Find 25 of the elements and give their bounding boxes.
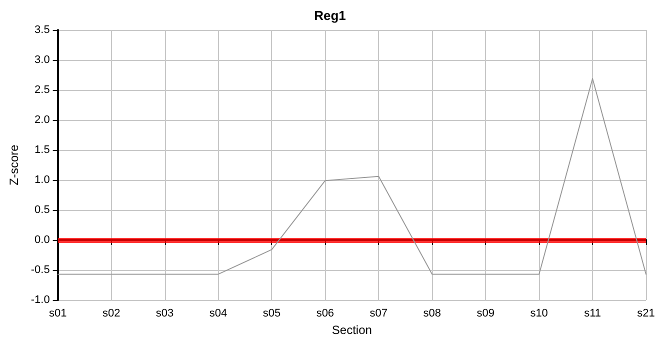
y-tick-label: 0.0: [34, 234, 50, 246]
y-tick-label: 0.5: [34, 204, 50, 216]
x-tick-label: s01: [48, 308, 67, 320]
x-tick-label: s04: [209, 308, 228, 320]
y-tick-label: 2.0: [34, 114, 50, 126]
y-tick-label: 1.0: [34, 174, 50, 186]
x-tick-label: s11: [584, 308, 601, 320]
x-tick-label: s08: [423, 308, 442, 320]
x-tick-label: s10: [530, 308, 548, 320]
x-tick-label: s09: [476, 308, 494, 320]
y-tick-label: -0.5: [30, 264, 50, 276]
x-tick-label: s21: [637, 308, 655, 320]
y-tick-label: 1.5: [34, 144, 50, 156]
y-tick-label: -1.0: [30, 294, 50, 306]
y-tick-label: 3.0: [34, 54, 50, 66]
chart-title: Reg1: [314, 8, 346, 23]
x-tick-label: s02: [102, 308, 120, 320]
x-tick-label: s06: [316, 308, 334, 320]
y-axis-title: Z-score: [7, 144, 21, 186]
x-axis-title: Section: [332, 322, 372, 337]
x-tick-label: s05: [262, 308, 281, 320]
x-tick-label: s03: [156, 308, 174, 320]
x-tick-label: s07: [370, 308, 388, 320]
y-tick-label: 2.5: [34, 84, 50, 96]
y-tick-label: 3.5: [34, 24, 50, 36]
